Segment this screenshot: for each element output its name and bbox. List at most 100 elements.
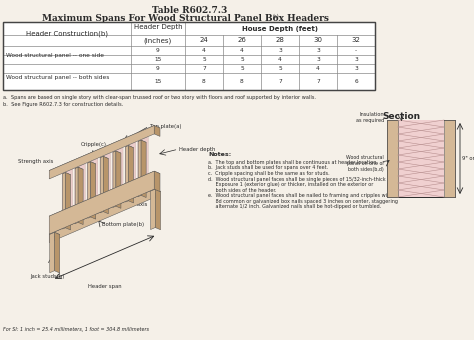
Polygon shape bbox=[49, 189, 160, 237]
Text: 5: 5 bbox=[202, 57, 206, 62]
Text: a.  The top and bottom plates shall be continuous at header location.: a. The top and bottom plates shall be co… bbox=[208, 160, 378, 165]
Text: Exposure 1 (exterior glue) or thicker, installed on the exterior or: Exposure 1 (exterior glue) or thicker, i… bbox=[208, 182, 374, 187]
Text: 3: 3 bbox=[354, 66, 358, 71]
Text: Top plate(a): Top plate(a) bbox=[150, 124, 182, 129]
Text: 5: 5 bbox=[278, 66, 282, 71]
Polygon shape bbox=[75, 167, 78, 224]
Bar bbox=[387, 120, 398, 197]
Polygon shape bbox=[49, 125, 154, 179]
Polygon shape bbox=[91, 162, 96, 219]
Text: Maximum Spans For Wood Structural Panel Box Headers: Maximum Spans For Wood Structural Panel … bbox=[42, 14, 328, 23]
Text: Wood structural panel -- one side: Wood structural panel -- one side bbox=[6, 52, 104, 57]
Text: 32: 32 bbox=[352, 37, 360, 44]
Text: Wood structural panel -- both sides: Wood structural panel -- both sides bbox=[6, 74, 109, 80]
Text: a.  Spans are based on single story with clear-span trussed roof or two story wi: a. Spans are based on single story with … bbox=[3, 95, 316, 100]
Text: 30: 30 bbox=[313, 37, 322, 44]
Polygon shape bbox=[78, 167, 83, 224]
Text: 4: 4 bbox=[240, 48, 244, 53]
Text: 8d common or galvanized box nails spaced 3 inches on center, staggering: 8d common or galvanized box nails spaced… bbox=[208, 199, 398, 204]
Polygon shape bbox=[75, 167, 83, 171]
Text: 24: 24 bbox=[200, 37, 209, 44]
Text: Strength axis: Strength axis bbox=[18, 159, 54, 164]
Polygon shape bbox=[154, 125, 160, 136]
Text: -: - bbox=[355, 48, 357, 53]
Text: 7: 7 bbox=[202, 66, 206, 71]
Polygon shape bbox=[100, 153, 110, 212]
Text: 8: 8 bbox=[240, 79, 244, 84]
Text: 3: 3 bbox=[316, 57, 320, 62]
Polygon shape bbox=[103, 156, 109, 214]
Polygon shape bbox=[63, 173, 65, 229]
Text: 7: 7 bbox=[316, 79, 320, 84]
Text: 4: 4 bbox=[278, 57, 282, 62]
Text: d.  Wood structural panel faces shall be single pieces of 15/32-inch-thick: d. Wood structural panel faces shall be … bbox=[208, 176, 386, 182]
Text: 9: 9 bbox=[156, 66, 160, 71]
Polygon shape bbox=[128, 146, 134, 203]
Polygon shape bbox=[138, 140, 146, 143]
Text: e.  Wood structural panel faces shall be nailed to framing and cripples with: e. Wood structural panel faces shall be … bbox=[208, 193, 392, 198]
Text: b.  Jack studs shall be used for spans over 4 feet.: b. Jack studs shall be used for spans ov… bbox=[208, 166, 328, 170]
Text: Header depth: Header depth bbox=[180, 147, 216, 152]
Polygon shape bbox=[155, 189, 161, 230]
Polygon shape bbox=[49, 189, 154, 242]
Polygon shape bbox=[112, 148, 123, 207]
Polygon shape bbox=[50, 232, 60, 237]
Text: c.  Cripple spacing shall be the same as for studs.: c. Cripple spacing shall be the same as … bbox=[208, 171, 329, 176]
Text: 15: 15 bbox=[155, 79, 162, 84]
Polygon shape bbox=[138, 137, 148, 197]
Text: Notes:: Notes: bbox=[208, 152, 231, 157]
Polygon shape bbox=[62, 169, 73, 229]
Text: Insulation
as required: Insulation as required bbox=[356, 112, 384, 123]
Polygon shape bbox=[113, 151, 116, 207]
Text: (a): (a) bbox=[273, 14, 280, 19]
Polygon shape bbox=[100, 156, 103, 213]
Polygon shape bbox=[141, 140, 146, 198]
Text: Header Construction(b): Header Construction(b) bbox=[26, 31, 108, 37]
Polygon shape bbox=[113, 151, 121, 154]
Polygon shape bbox=[49, 171, 160, 219]
Polygon shape bbox=[87, 158, 98, 218]
Text: 9" or 15": 9" or 15" bbox=[462, 156, 474, 161]
Bar bbox=[444, 120, 455, 197]
Polygon shape bbox=[126, 146, 134, 149]
Polygon shape bbox=[100, 156, 109, 160]
Polygon shape bbox=[154, 171, 160, 192]
Text: Section: Section bbox=[382, 112, 420, 121]
Polygon shape bbox=[154, 189, 160, 200]
Text: 8: 8 bbox=[202, 79, 206, 84]
Text: House Depth (feet): House Depth (feet) bbox=[242, 26, 318, 32]
Text: 3: 3 bbox=[316, 48, 320, 53]
Text: 7: 7 bbox=[278, 79, 282, 84]
Polygon shape bbox=[151, 189, 155, 230]
Bar bbox=[3, 22, 375, 90]
Text: For SI: 1 inch = 25.4 millimeters, 1 foot = 304.8 millimeters: For SI: 1 inch = 25.4 millimeters, 1 foo… bbox=[3, 327, 149, 332]
Text: 9: 9 bbox=[156, 48, 160, 53]
Polygon shape bbox=[49, 125, 160, 173]
Polygon shape bbox=[63, 173, 71, 176]
Text: 6: 6 bbox=[354, 79, 358, 84]
Text: both sides of the header.: both sides of the header. bbox=[208, 187, 276, 192]
Text: Header span: Header span bbox=[88, 284, 121, 289]
Polygon shape bbox=[116, 151, 121, 208]
Polygon shape bbox=[88, 162, 91, 218]
Text: (inches): (inches) bbox=[144, 37, 172, 44]
Text: 3: 3 bbox=[354, 57, 358, 62]
Text: 4: 4 bbox=[316, 66, 320, 71]
Text: alternate 1/2 inch. Galvanized nails shall be hot-dipped or tumbled.: alternate 1/2 inch. Galvanized nails sha… bbox=[208, 204, 381, 209]
Polygon shape bbox=[151, 189, 161, 193]
Polygon shape bbox=[55, 232, 60, 273]
Polygon shape bbox=[75, 164, 85, 223]
Polygon shape bbox=[65, 173, 71, 230]
Text: 28: 28 bbox=[275, 37, 284, 44]
Text: Strength axis: Strength axis bbox=[112, 202, 147, 207]
Polygon shape bbox=[50, 232, 55, 273]
Text: 5: 5 bbox=[240, 66, 244, 71]
Text: b.  See Figure R602.7.3 for construction details.: b. See Figure R602.7.3 for construction … bbox=[3, 102, 123, 107]
Polygon shape bbox=[88, 162, 96, 165]
Bar bbox=[387, 120, 455, 197]
Text: Header Depth: Header Depth bbox=[134, 24, 182, 31]
Polygon shape bbox=[138, 140, 141, 197]
Text: Cripple(c): Cripple(c) bbox=[81, 142, 107, 147]
Text: Table R602.7.3: Table R602.7.3 bbox=[152, 6, 228, 15]
Bar bbox=[398, 120, 444, 197]
